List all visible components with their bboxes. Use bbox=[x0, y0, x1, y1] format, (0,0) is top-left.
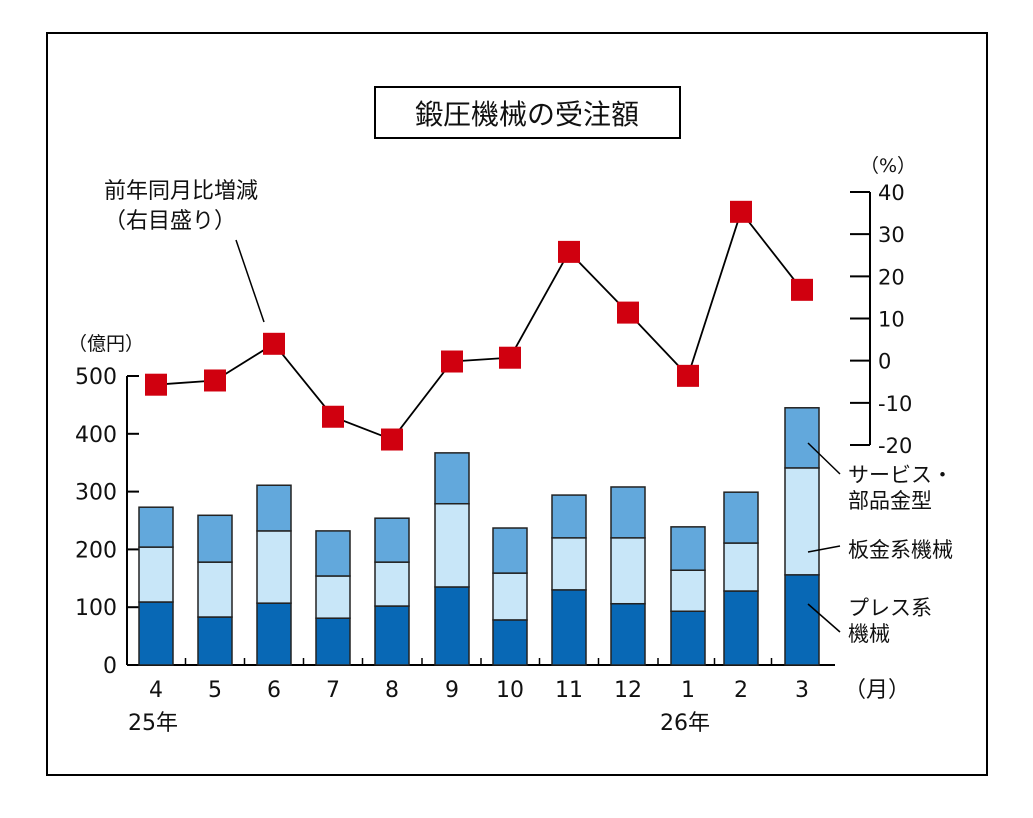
bar-1 bbox=[610, 602, 646, 666]
bar-1 bbox=[374, 605, 410, 666]
y-tick-label: 100 bbox=[75, 596, 117, 621]
x-tick-label: 8 bbox=[385, 678, 399, 703]
x-tick-label: 4 bbox=[149, 678, 163, 703]
chart-frame bbox=[46, 32, 988, 776]
bar-1 bbox=[138, 601, 174, 666]
x-tick-label: 11 bbox=[555, 678, 583, 703]
bar-1 bbox=[492, 619, 528, 666]
bar-1 bbox=[551, 589, 587, 666]
series-leader bbox=[807, 603, 841, 633]
series-label: 部品金型 bbox=[848, 489, 932, 513]
yoy-marker bbox=[730, 200, 752, 223]
yoy-marker bbox=[204, 369, 226, 392]
bar-2 bbox=[551, 537, 587, 591]
y-tick-label: 0 bbox=[103, 654, 117, 679]
yoy-marker bbox=[499, 346, 521, 369]
line-legend-label: 前年同月比増減 bbox=[104, 179, 258, 204]
bar-3 bbox=[551, 494, 587, 539]
yoy-marker bbox=[558, 240, 580, 263]
x-tick-label: 1 bbox=[681, 678, 695, 703]
x-tick-label: 10 bbox=[496, 678, 524, 703]
x-tick-label: 3 bbox=[795, 678, 809, 703]
bar-2 bbox=[784, 467, 820, 576]
yoy-marker bbox=[791, 278, 813, 301]
x-tick-label: 2 bbox=[734, 678, 748, 703]
bar-2 bbox=[610, 537, 646, 605]
yoy-marker bbox=[677, 364, 699, 387]
bar-1 bbox=[784, 574, 820, 666]
bar-3 bbox=[670, 526, 706, 571]
bar-2 bbox=[138, 546, 174, 603]
bar-3 bbox=[374, 517, 410, 563]
y-tick-label: 200 bbox=[75, 538, 117, 563]
yoy-line bbox=[155, 209, 803, 441]
y2-tick-label: 40 bbox=[878, 181, 905, 205]
x-tick-label: 6 bbox=[267, 678, 281, 703]
y2-tick-label: 30 bbox=[878, 223, 905, 247]
y2-axis-label: （%） bbox=[860, 155, 916, 177]
yoy-marker bbox=[263, 332, 285, 355]
bar-2 bbox=[315, 575, 351, 619]
bar-1 bbox=[197, 616, 233, 666]
y-tick-label: 500 bbox=[75, 365, 117, 390]
y-tick-label: 300 bbox=[75, 481, 117, 506]
yoy-marker bbox=[617, 301, 639, 324]
chart-title: 鍛圧機械の受注額 bbox=[415, 98, 639, 131]
bar-2 bbox=[434, 502, 470, 588]
y2-tick-label: 10 bbox=[878, 308, 905, 332]
yoy-marker bbox=[441, 350, 463, 373]
bar-2 bbox=[256, 530, 292, 604]
bar-3 bbox=[492, 527, 528, 574]
y-axis-label: （億円） bbox=[68, 333, 144, 355]
x-tick-label: 12 bbox=[614, 678, 642, 703]
line-legend-label: （右目盛り） bbox=[104, 209, 236, 234]
bar-3 bbox=[256, 484, 292, 532]
bar-3 bbox=[610, 486, 646, 539]
bar-2 bbox=[723, 542, 759, 592]
series-leader bbox=[807, 545, 841, 553]
bar-3 bbox=[784, 407, 820, 469]
series-label: プレス系 bbox=[848, 596, 932, 620]
x-tick-label: 5 bbox=[208, 678, 222, 703]
bar-1 bbox=[670, 610, 706, 666]
x-tick-label: 9 bbox=[445, 678, 459, 703]
series-label: 板金系機械 bbox=[848, 538, 953, 562]
bar-2 bbox=[492, 572, 528, 621]
y2-tick-label: -10 bbox=[878, 392, 912, 416]
yoy-marker bbox=[145, 373, 167, 396]
y-tick-label: 400 bbox=[75, 423, 117, 448]
bar-2 bbox=[374, 561, 410, 607]
bar-3 bbox=[723, 491, 759, 544]
bar-1 bbox=[315, 617, 351, 666]
y2-tick-label: 20 bbox=[878, 265, 905, 289]
series-label: 機械 bbox=[848, 622, 890, 646]
line-legend-leader bbox=[235, 239, 265, 323]
bar-1 bbox=[434, 586, 470, 666]
yoy-marker bbox=[322, 405, 344, 428]
yoy-marker bbox=[381, 428, 403, 451]
x-axis-unit: （月） bbox=[844, 678, 910, 703]
bar-2 bbox=[197, 561, 233, 618]
y2-tick-label: 0 bbox=[878, 350, 891, 374]
bar-2 bbox=[670, 569, 706, 612]
series-leader bbox=[807, 442, 841, 475]
bar-3 bbox=[434, 452, 470, 505]
x-tick-label: 7 bbox=[326, 678, 340, 703]
bar-3 bbox=[315, 530, 351, 577]
bar-1 bbox=[256, 602, 292, 666]
year-label: 25年 bbox=[128, 711, 178, 736]
bar-3 bbox=[138, 506, 174, 548]
y2-tick-label: -20 bbox=[878, 434, 912, 458]
bar-1 bbox=[723, 590, 759, 666]
year-label: 26年 bbox=[660, 711, 710, 736]
bar-3 bbox=[197, 514, 233, 563]
title-box bbox=[374, 86, 681, 139]
series-label: サービス・ bbox=[848, 463, 953, 487]
